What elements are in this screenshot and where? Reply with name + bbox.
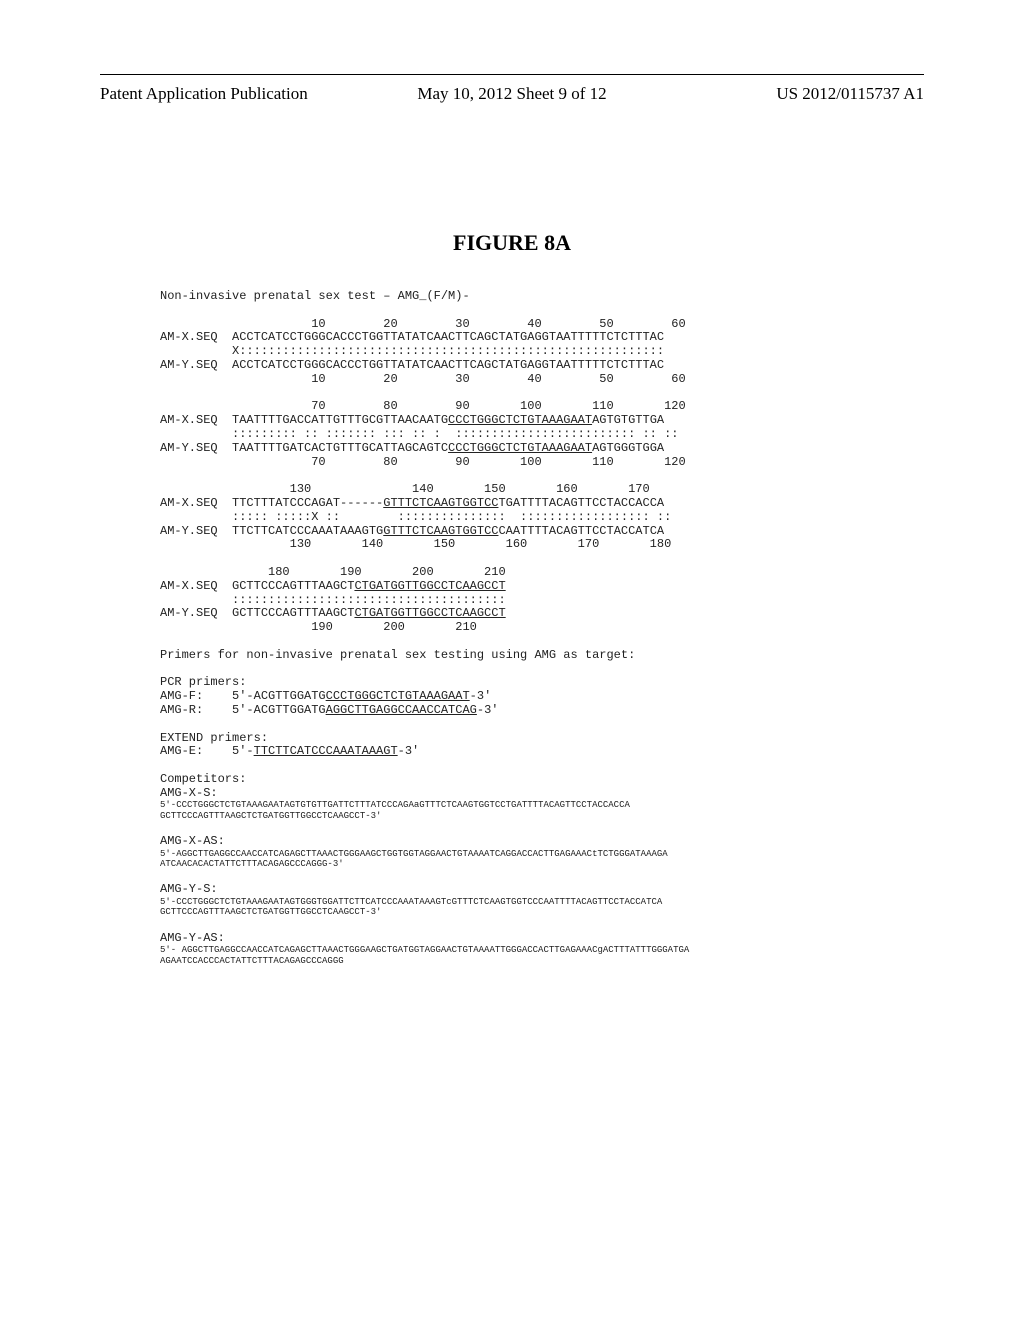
patent-page: Patent Application Publication May 10, 2…	[0, 0, 1024, 1320]
header-rule	[100, 74, 924, 75]
figure-content: Non-invasive prenatal sex test – AMG_(F/…	[160, 290, 924, 980]
header-right: US 2012/0115737 A1	[776, 84, 924, 104]
figure-title: FIGURE 8A	[0, 230, 1024, 256]
